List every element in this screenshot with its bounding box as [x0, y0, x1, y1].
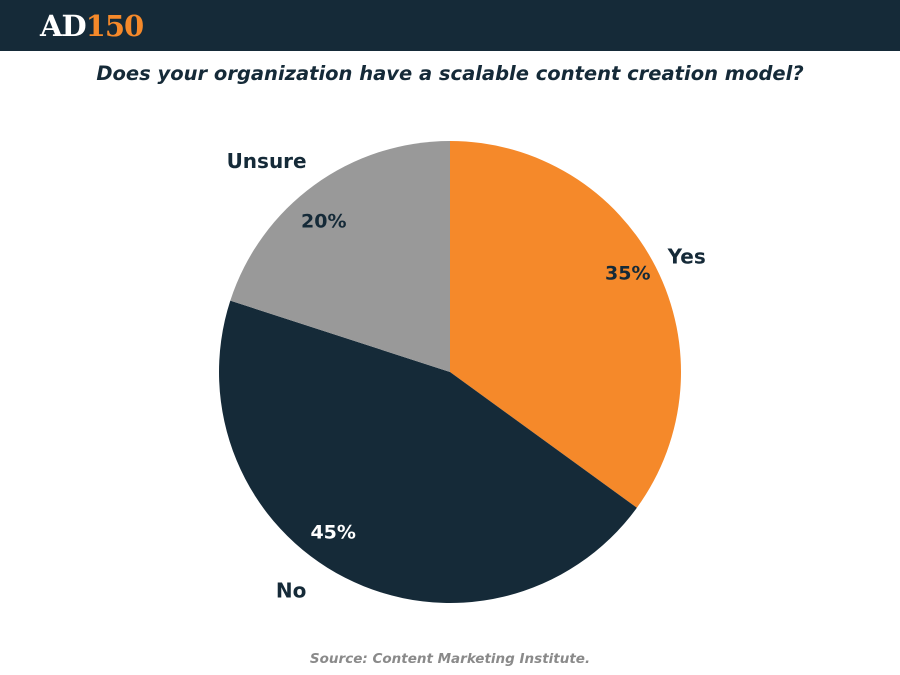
value-label-yes: 35% [605, 262, 650, 284]
logo: AD150 [40, 9, 145, 43]
source-note: Source: Content Marketing Institute. [309, 651, 591, 667]
pie-slice-unsure [230, 141, 450, 372]
header-bar: AD150 [0, 0, 900, 51]
logo-text-150: 150 [85, 9, 145, 43]
category-label-yes: Yes [667, 245, 706, 269]
logo-text-ad: AD [40, 9, 87, 43]
value-label-no: 45% [310, 522, 355, 544]
chart-title: Does your organization have a scalable c… [96, 62, 804, 85]
category-label-no: No [276, 579, 306, 603]
pie-slice-yes [450, 141, 681, 508]
category-label-unsure: Unsure [227, 149, 307, 173]
value-label-unsure: 20% [301, 211, 346, 233]
pie-slice-no [219, 300, 637, 603]
